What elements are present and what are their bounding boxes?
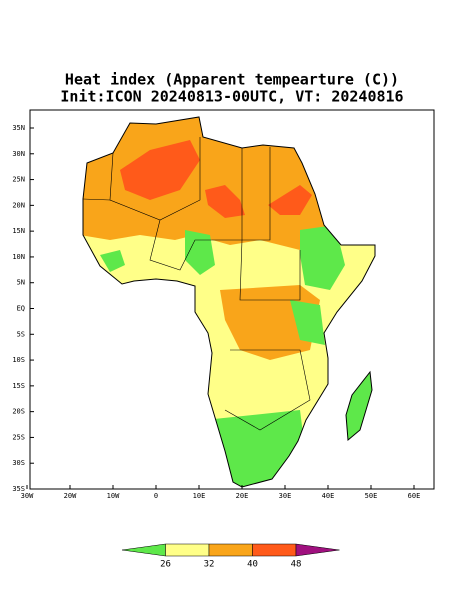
colorbar-label: 26	[160, 560, 171, 570]
colorbar-label: 40	[247, 560, 258, 570]
lat-label: EQ	[17, 305, 25, 313]
colorbar-label: 48	[291, 560, 302, 570]
madagascar	[345, 370, 373, 442]
lat-label: 10S	[12, 356, 25, 364]
title: Heat index (Apparent tempearture (C))	[65, 71, 399, 89]
lon-label: 20E	[236, 492, 249, 500]
borders	[82, 137, 311, 431]
lon-label: 20W	[64, 492, 77, 500]
lat-label: 10N	[12, 253, 25, 261]
lat-label: 15N	[12, 227, 25, 235]
colorbar-segment	[252, 543, 297, 557]
lat-label: 30S	[12, 459, 25, 467]
lon-label: 10E	[193, 492, 206, 500]
lon-label: 10W	[107, 492, 120, 500]
lat-label: 15S	[12, 382, 25, 390]
axis-ticks: 35N 30N 25N 20N 15N 10N 5N EQ 5S 10S 15S 20S 25S 30S 3…	[12, 124, 420, 500]
lon-label: 50E	[365, 492, 378, 500]
lat-label: 35N	[12, 124, 25, 132]
colorbar-segment	[208, 543, 253, 557]
subtitle: Init:ICON 20240813-00UTC, VT: 20240816	[60, 88, 403, 106]
lat-label: 5N	[17, 279, 25, 287]
lon-label: 0	[154, 492, 158, 500]
lat-label: 25S	[12, 433, 25, 441]
lon-label: 30E	[279, 492, 292, 500]
lon-label: 40E	[322, 492, 335, 500]
lat-label: 25N	[12, 176, 25, 184]
lon-label: 60E	[408, 492, 421, 500]
colorbar-segment	[165, 543, 210, 557]
lat-label: 5S	[17, 330, 25, 338]
lat-label: 20N	[12, 201, 25, 209]
lat-label: 35S	[12, 485, 25, 493]
colorbar-segment	[121, 543, 166, 557]
colorbar-segment	[295, 543, 340, 557]
lat-label: 20S	[12, 408, 25, 416]
lat-label: 30N	[12, 150, 25, 158]
lon-label: 30W	[21, 492, 34, 500]
coastline	[82, 116, 376, 488]
colorbar-label: 32	[204, 560, 215, 570]
colorbar: 26 32 40 48	[121, 543, 340, 570]
